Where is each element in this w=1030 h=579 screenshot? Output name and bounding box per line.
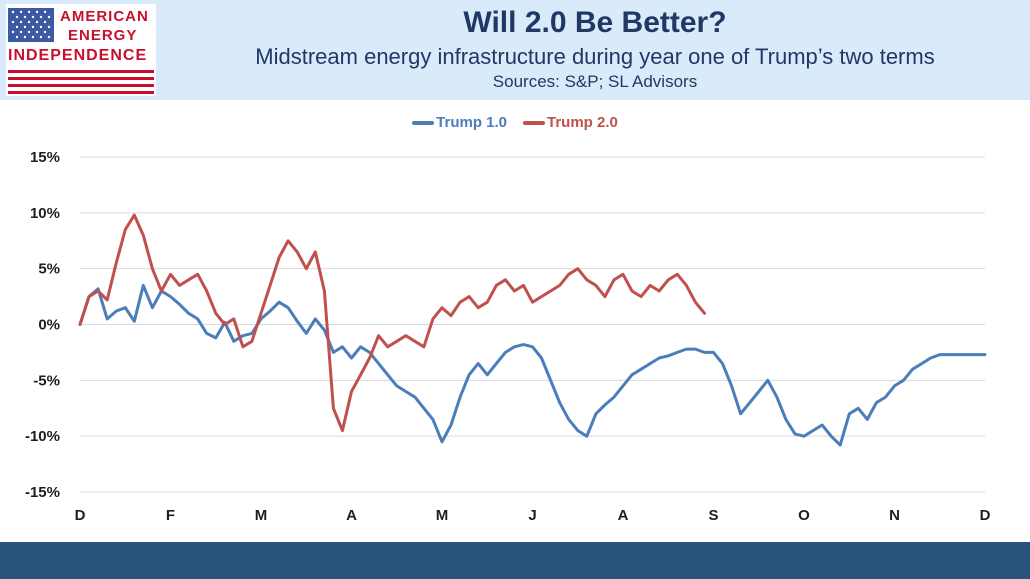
x-tick-label: A — [346, 507, 357, 524]
page-title: Will 2.0 Be Better? — [463, 6, 727, 39]
x-tick-label: M — [255, 507, 268, 524]
x-tick-label: J — [528, 507, 536, 524]
legend-label-trump-1: Trump 1.0 — [436, 114, 507, 131]
x-tick-label: A — [618, 507, 629, 524]
legend-label-trump-2: Trump 2.0 — [547, 114, 618, 131]
legend-item-trump-1: Trump 1.0 — [412, 114, 507, 131]
y-tick-label: 10% — [30, 205, 60, 222]
logo: AMERICAN ENERGY INDEPENDENCE — [6, 4, 156, 96]
y-tick-label: 0% — [38, 317, 60, 334]
y-tick-label: 5% — [38, 261, 60, 278]
x-tick-label: D — [980, 507, 991, 524]
series-lines — [78, 213, 987, 447]
series-line-trump-1 — [78, 283, 987, 447]
logo-word-independence: INDEPENDENCE — [8, 47, 148, 64]
gridlines — [80, 156, 985, 493]
x-tick-label: F — [166, 507, 175, 524]
x-tick-label: M — [436, 507, 449, 524]
y-axis-ticks: -15% -10% -5% 0% 5% 10% 15% — [25, 149, 60, 501]
y-tick-label: -10% — [25, 428, 60, 445]
series-line-trump-2 — [78, 213, 706, 433]
x-tick-label: D — [75, 507, 86, 524]
legend-swatch-trump-1 — [412, 120, 435, 125]
flag-field — [8, 8, 54, 42]
x-tick-label: O — [798, 507, 810, 524]
x-tick-label: S — [708, 507, 718, 524]
x-tick-label: N — [889, 507, 900, 524]
us-flag-icon — [8, 8, 54, 42]
y-tick-label: -5% — [33, 372, 60, 389]
logo-word-energy: ENERGY — [68, 27, 138, 44]
legend-swatch-trump-2 — [523, 120, 545, 125]
sources-note: Sources: S&P; SL Advisors — [492, 72, 698, 91]
chart-legend: Trump 1.0 Trump 2.0 — [0, 114, 1030, 131]
footer-bar — [0, 542, 1030, 579]
logo-stripes — [8, 70, 154, 94]
legend-item-trump-2: Trump 2.0 — [523, 114, 618, 131]
line-chart: -15% -10% -5% 0% 5% 10% 15% D F M A M J A S O N D — [25, 149, 991, 524]
y-tick-label: -15% — [25, 484, 60, 501]
logo-word-american: AMERICAN — [60, 8, 149, 25]
header-band — [0, 0, 1030, 100]
page-subtitle: Midstream energy infrastructure during y… — [255, 44, 935, 69]
y-tick-label: 15% — [30, 149, 60, 166]
